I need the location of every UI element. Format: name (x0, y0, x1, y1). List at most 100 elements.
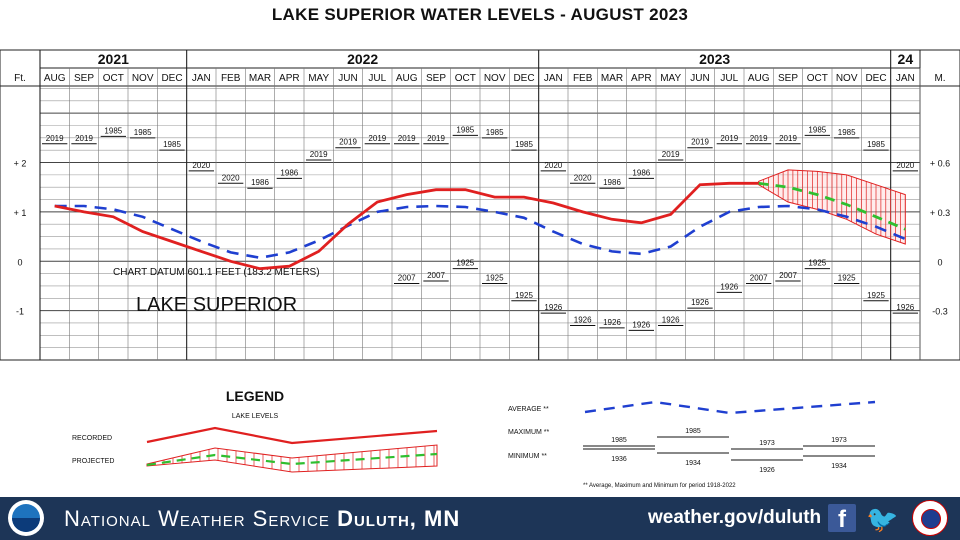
max-year-label: 2019 (691, 138, 709, 147)
month-label: JUL (368, 73, 386, 84)
legend-title: LEGEND (226, 388, 284, 404)
chart-series (54, 169, 906, 271)
legend-projected-line (146, 452, 438, 467)
month-label: JUN (690, 73, 709, 84)
noaa-logo (8, 500, 44, 536)
month-label: AUG (396, 73, 418, 84)
min-year-label: 2007 (779, 271, 797, 280)
month-label: FEB (221, 73, 241, 84)
legend-projected-label: PROJECTED (72, 458, 114, 465)
month-label: JAN (192, 73, 211, 84)
month-label: SEP (426, 73, 446, 84)
max-year-label: 1985 (134, 128, 152, 137)
min-year-label: 1926 (632, 320, 650, 329)
max-year-label: 2019 (427, 134, 445, 143)
y2-tick-label: + 0.6 (930, 159, 950, 169)
max-year-label: 2019 (310, 150, 328, 159)
record-year-markers: 2019 2019 1985 1985 1985 2020 2020 1986 1986 2019… (42, 125, 918, 331)
y-tick-label: -1 (16, 307, 24, 317)
max-year-label: 1985 (838, 128, 856, 137)
legend-max-year: 1973 (759, 440, 775, 447)
max-year-label: 2019 (750, 134, 768, 143)
datum-label: CHART DATUM 601.1 FEET (183.2 METERS) (113, 267, 320, 278)
max-year-label: 1985 (456, 125, 474, 134)
month-label: OCT (455, 73, 476, 84)
max-year-label: 1985 (867, 140, 885, 149)
month-label: APR (631, 73, 652, 84)
max-year-label: 2020 (192, 161, 210, 170)
month-label: JAN (544, 73, 563, 84)
legend-footnote: ** Average, Maximum and Minimum for peri… (583, 483, 736, 489)
min-year-label: 1925 (515, 291, 533, 300)
max-year-label: 1986 (632, 168, 650, 177)
footer-band: National Weather Service Duluth, MN weat… (0, 497, 960, 540)
min-year-label: 1926 (544, 303, 562, 312)
min-year-label: 1926 (603, 318, 621, 327)
month-label: FEB (573, 73, 593, 84)
year-label: 2022 (347, 51, 378, 67)
min-year-label: 1925 (808, 259, 826, 268)
max-year-label: 2019 (75, 134, 93, 143)
legend-min-year: 1934 (831, 463, 847, 470)
month-label: JUN (338, 73, 357, 84)
min-year-label: 1925 (486, 273, 504, 282)
month-label: AUG (44, 73, 66, 84)
max-year-label: 2019 (339, 138, 357, 147)
max-year-label: 1985 (104, 126, 122, 135)
legend-average-label: AVERAGE ** (508, 406, 549, 413)
max-year-label: 1985 (486, 128, 504, 137)
footer-url[interactable]: weather.gov/duluth (648, 507, 822, 528)
page-title: LAKE SUPERIOR WATER LEVELS - AUGUST 2023 (271, 5, 689, 24)
legend-average-line (584, 400, 876, 415)
max-year-label: 1986 (251, 178, 269, 187)
lake-label: LAKE SUPERIOR (136, 294, 297, 316)
chart-axis-labels: 2021 2022 2023 24 AUG SEP OCT NOV DEC JAN FEB MAR AP… (14, 51, 951, 317)
max-year-label: 1985 (515, 140, 533, 149)
month-label: AUG (748, 73, 770, 84)
min-year-label: 2007 (398, 273, 416, 282)
month-label: JAN (896, 73, 915, 84)
right-unit-label: M. (934, 73, 945, 84)
min-year-label: 1926 (574, 315, 592, 324)
legend-minimum-label: MINIMUM ** (508, 453, 547, 460)
max-year-label: 2020 (574, 173, 592, 182)
month-label: OCT (103, 73, 124, 84)
min-year-label: 1925 (838, 273, 856, 282)
nws-logo (912, 500, 948, 536)
month-label: SEP (74, 73, 94, 84)
footer-office: Duluth, MN (337, 506, 461, 531)
chart-grid (0, 49, 960, 361)
twitter-icon[interactable]: 🐦 (866, 504, 899, 534)
min-year-label: 1926 (720, 282, 738, 291)
max-year-label: 1986 (603, 178, 621, 187)
month-label: JUL (720, 73, 738, 84)
series-average (54, 204, 906, 260)
y-tick-label: + 2 (14, 159, 27, 169)
max-year-label: 2019 (720, 134, 738, 143)
month-label: MAR (249, 73, 271, 84)
legend-min-year: 1936 (611, 456, 627, 463)
max-year-label: 2019 (398, 134, 416, 143)
month-label: DEC (513, 73, 534, 84)
year-label: 2021 (98, 51, 129, 67)
max-year-label: 2020 (896, 161, 914, 170)
y2-tick-label: -0.3 (932, 307, 948, 317)
max-year-label: 2019 (779, 134, 797, 143)
legend-recorded-label: RECORDED (72, 435, 112, 442)
month-label: MAY (308, 73, 329, 84)
legend-max-year: 1985 (685, 428, 701, 435)
series-recorded (54, 181, 759, 271)
chart-legend: LEGEND LAKE LEVELS RECORDED PROJECTED AVERAG… (72, 388, 876, 489)
min-year-label: 1925 (867, 291, 885, 300)
footer-org: National Weather Service Duluth, MN (64, 506, 460, 532)
max-year-label: 2019 (46, 134, 64, 143)
max-year-label: 2020 (544, 161, 562, 170)
series-projected (758, 181, 906, 231)
y-tick-label: 0 (17, 257, 22, 267)
y2-tick-label: 0 (937, 257, 942, 267)
month-label: DEC (865, 73, 886, 84)
facebook-icon[interactable]: f (828, 504, 856, 533)
left-unit-label: Ft. (14, 73, 26, 84)
max-year-label: 1986 (280, 168, 298, 177)
